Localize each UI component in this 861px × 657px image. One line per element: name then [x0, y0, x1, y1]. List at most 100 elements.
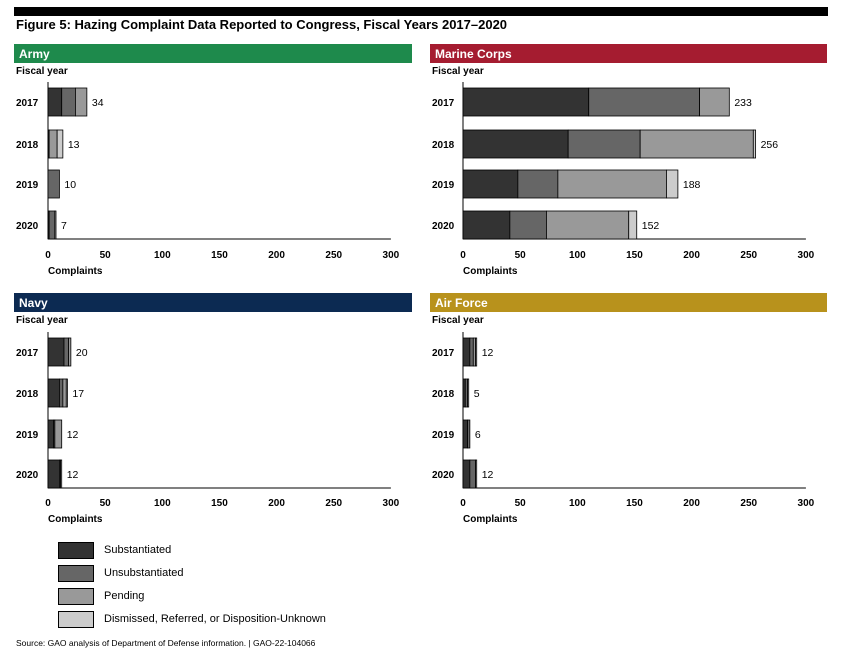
figure-top-rule [14, 7, 828, 16]
marine-corps-x-tick-300: 300 [798, 250, 815, 261]
air-force-bar-2019-unsubstantiated [467, 419, 471, 449]
marine-corps-total-2018: 256 [761, 139, 779, 151]
marine-corps-bar-2017-substantiated [462, 87, 590, 117]
army-total-2018: 13 [68, 139, 80, 151]
army-x-tick-0: 0 [45, 250, 51, 261]
air-force-header [430, 293, 827, 312]
army-bar-2017-unsubstantiated [61, 87, 76, 117]
navy-bar-2019-substantiated [47, 419, 55, 449]
marine-corps-x-tick-200: 200 [683, 250, 700, 261]
legend-item-pending: Pending [58, 588, 458, 606]
air-force-total-2017: 12 [482, 347, 494, 359]
navy-x-tick-150: 150 [211, 498, 228, 509]
air-force-bar-2019-substantiated [462, 419, 468, 449]
marine-corps-x-tick-150: 150 [626, 250, 643, 261]
navy-header [14, 293, 412, 312]
navy-xlabel: Complaints [48, 514, 103, 525]
navy-bar-2020-substantiated [47, 459, 60, 489]
navy-x-tick-100: 100 [154, 498, 171, 509]
navy-title: Navy [19, 296, 48, 310]
army-x-tick-300: 300 [383, 250, 400, 261]
navy-bar-2019-pending [54, 419, 63, 449]
navy-x-tick-300: 300 [383, 498, 400, 509]
legend-item-dismissed: Dismissed, Referred, or Disposition-Unkn… [58, 611, 458, 629]
marine-corps-x-tick-0: 0 [460, 250, 466, 261]
army-x-tick-50: 50 [100, 250, 112, 261]
legend-item-substantiated: Substantiated [58, 542, 458, 560]
navy-ylabel: Fiscal year [16, 315, 68, 326]
army-bar-2018-dismissed-referred-or-disposition-unknown [56, 129, 64, 159]
navy-bar-2018-unsubstantiated [59, 378, 64, 408]
navy-bar-2018-dismissed-referred-or-disposition-unknown [65, 378, 68, 408]
air-force-x-tick-150: 150 [626, 498, 643, 509]
legend-swatch-substantiated [58, 542, 94, 559]
army-bar-2020-dismissed-referred-or-disposition-unknown [54, 210, 57, 240]
army-xlabel: Complaints [48, 266, 103, 277]
marine-corps-bar-2019-dismissed-referred-or-disposition-unknown [666, 169, 679, 199]
air-force-category-2020: 2020 [432, 470, 455, 481]
navy-bar-2017-substantiated [47, 337, 65, 367]
navy-total-2019: 12 [67, 429, 79, 441]
air-force-title: Air Force [435, 296, 488, 310]
army-total-2020: 7 [61, 220, 67, 232]
navy-total-2018: 17 [72, 388, 84, 400]
air-force-x-tick-100: 100 [569, 498, 586, 509]
marine-corps-bar-2018-dismissed-referred-or-disposition-unknown [752, 129, 757, 159]
legend-label-pending: Pending [104, 590, 145, 602]
legend-item-unsubstantiated: Unsubstantiated [58, 565, 458, 583]
navy-total-2017: 20 [76, 347, 88, 359]
air-force-total-2020: 12 [482, 469, 494, 481]
marine-corps-bar-2018-unsubstantiated [567, 129, 641, 159]
marine-corps-bar-2020-pending [546, 210, 630, 240]
army-ylabel: Fiscal year [16, 66, 68, 77]
navy-category-2018: 2018 [16, 389, 39, 400]
marine-corps-x-tick-250: 250 [740, 250, 757, 261]
army-category-2018: 2018 [16, 140, 39, 151]
marine-corps-xlabel: Complaints [463, 266, 518, 277]
army-x-tick-250: 250 [325, 250, 342, 261]
navy-x-tick-200: 200 [268, 498, 285, 509]
air-force-xlabel: Complaints [463, 514, 518, 525]
army-bar-2019-unsubstantiated [47, 169, 60, 199]
marine-corps-category-2019: 2019 [432, 180, 455, 191]
marine-corps-category-2018: 2018 [432, 140, 455, 151]
legend-label-unsubstantiated: Unsubstantiated [104, 567, 184, 579]
army-title: Army [19, 47, 50, 61]
air-force-bar-2020-dismissed-referred-or-disposition-unknown [475, 459, 478, 489]
marine-corps-title: Marine Corps [435, 47, 512, 61]
legend-label-dismissed: Dismissed, Referred, or Disposition-Unkn… [104, 613, 326, 625]
source-note: Source: GAO analysis of Department of De… [16, 638, 316, 648]
marine-corps-category-2020: 2020 [432, 221, 455, 232]
air-force-x-tick-50: 50 [515, 498, 527, 509]
marine-corps-header [430, 44, 827, 63]
army-x-tick-100: 100 [154, 250, 171, 261]
army-bar-2018-pending [48, 129, 58, 159]
air-force-category-2019: 2019 [432, 430, 455, 441]
legend-swatch-dismissed [58, 611, 94, 628]
marine-corps-bar-2020-unsubstantiated [509, 210, 547, 240]
marine-corps-bar-2019-pending [557, 169, 667, 199]
air-force-x-tick-300: 300 [798, 498, 815, 509]
army-total-2017: 34 [92, 97, 104, 109]
marine-corps-bar-2017-pending [699, 87, 730, 117]
navy-x-tick-50: 50 [100, 498, 112, 509]
navy-bar-2020-dismissed-referred-or-disposition-unknown [60, 459, 63, 489]
air-force-total-2018: 5 [474, 388, 480, 400]
army-bar-2020-unsubstantiated [48, 210, 56, 240]
army-total-2019: 10 [64, 179, 76, 191]
marine-corps-bar-2020-substantiated [462, 210, 511, 240]
navy-category-2017: 2017 [16, 348, 39, 359]
army-header [14, 44, 412, 63]
army-x-tick-150: 150 [211, 250, 228, 261]
legend-label-substantiated: Substantiated [104, 544, 172, 556]
army-bar-2017-substantiated [47, 87, 63, 117]
marine-corps-bar-2018-substantiated [462, 129, 569, 159]
marine-corps-ylabel: Fiscal year [432, 66, 484, 77]
air-force-x-tick-0: 0 [460, 498, 466, 509]
navy-category-2020: 2020 [16, 470, 39, 481]
air-force-x-tick-250: 250 [740, 498, 757, 509]
marine-corps-bar-2018-pending [639, 129, 754, 159]
air-force-bar-2020-substantiated [462, 459, 471, 489]
navy-bar-2018-pending [62, 378, 67, 408]
